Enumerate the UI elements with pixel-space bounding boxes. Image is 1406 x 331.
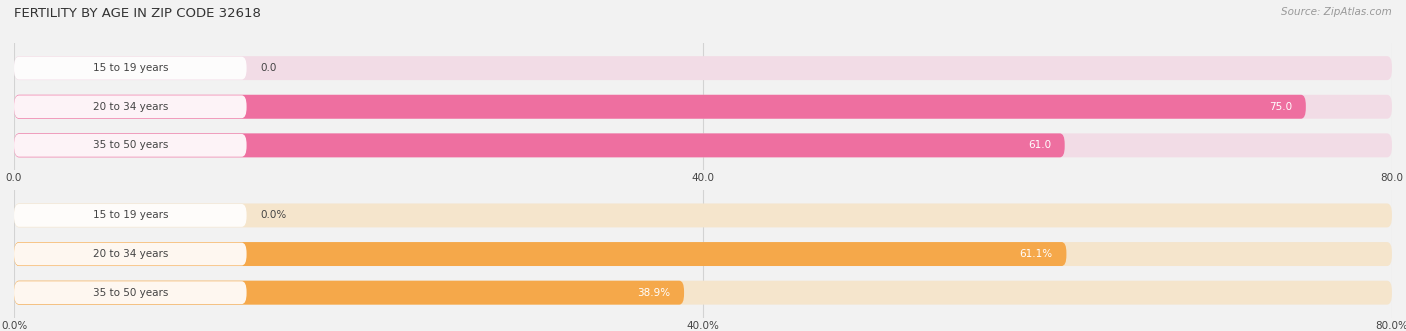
Text: 15 to 19 years: 15 to 19 years <box>93 63 169 73</box>
FancyBboxPatch shape <box>14 281 1392 305</box>
FancyBboxPatch shape <box>14 133 1392 157</box>
FancyBboxPatch shape <box>14 95 1392 119</box>
Text: 20 to 34 years: 20 to 34 years <box>93 102 167 112</box>
FancyBboxPatch shape <box>14 204 1392 227</box>
FancyBboxPatch shape <box>14 242 1392 266</box>
Text: 75.0: 75.0 <box>1270 102 1292 112</box>
FancyBboxPatch shape <box>14 95 246 118</box>
Text: 35 to 50 years: 35 to 50 years <box>93 140 167 150</box>
Text: 0.0%: 0.0% <box>260 211 287 220</box>
FancyBboxPatch shape <box>14 242 1066 266</box>
FancyBboxPatch shape <box>14 134 246 157</box>
Text: 35 to 50 years: 35 to 50 years <box>93 288 167 298</box>
FancyBboxPatch shape <box>14 243 246 265</box>
FancyBboxPatch shape <box>14 133 1064 157</box>
Text: 0.0: 0.0 <box>260 63 277 73</box>
FancyBboxPatch shape <box>14 56 1392 80</box>
Text: 61.1%: 61.1% <box>1019 249 1053 259</box>
Text: FERTILITY BY AGE IN ZIP CODE 32618: FERTILITY BY AGE IN ZIP CODE 32618 <box>14 7 262 20</box>
Text: 61.0: 61.0 <box>1028 140 1050 150</box>
Text: 20 to 34 years: 20 to 34 years <box>93 249 167 259</box>
FancyBboxPatch shape <box>14 95 1306 119</box>
FancyBboxPatch shape <box>14 281 685 305</box>
FancyBboxPatch shape <box>14 281 246 304</box>
Text: 38.9%: 38.9% <box>637 288 671 298</box>
FancyBboxPatch shape <box>14 57 246 79</box>
FancyBboxPatch shape <box>14 204 246 227</box>
Text: 15 to 19 years: 15 to 19 years <box>93 211 169 220</box>
Text: Source: ZipAtlas.com: Source: ZipAtlas.com <box>1281 7 1392 17</box>
